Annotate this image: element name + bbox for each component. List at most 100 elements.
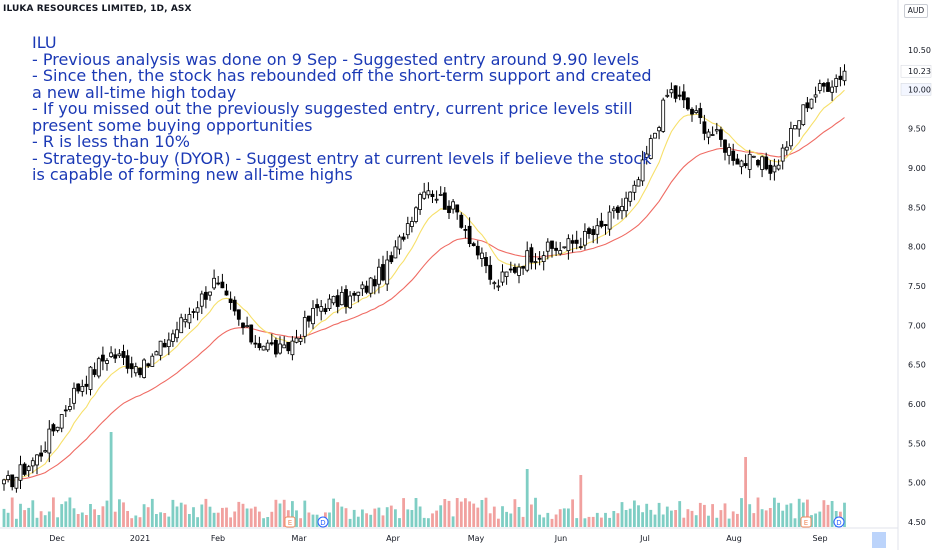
candle-body: [18, 464, 23, 481]
volume-bar: [472, 503, 476, 527]
volume-bar: [200, 504, 204, 527]
candle-body: [479, 252, 484, 259]
candle-body: [84, 383, 89, 387]
volume-bar: [410, 510, 414, 527]
candle-body: [430, 193, 435, 198]
candle-body: [677, 94, 682, 97]
candle-body: [809, 98, 814, 109]
volume-bar: [719, 510, 723, 527]
x-tick-label: Feb: [211, 534, 225, 543]
volume-bar: [389, 505, 393, 527]
volume-bar: [583, 518, 587, 527]
candle-body: [768, 164, 773, 174]
volume-bar: [422, 517, 426, 527]
y-tick-label: 4.50: [908, 518, 926, 527]
scroll-to-realtime-button[interactable]: [872, 532, 886, 548]
candle-body: [550, 240, 554, 249]
volume-bar: [278, 503, 282, 527]
ema-long-line: [3, 117, 845, 481]
volume-bar: [105, 500, 109, 527]
x-tick-label: Mar: [291, 534, 307, 543]
volume-bar: [575, 518, 579, 527]
volume-bar: [476, 507, 480, 527]
volume-bar: [47, 511, 51, 527]
volume-bar: [665, 506, 669, 527]
price-line-tag: [900, 83, 932, 96]
volume-bar: [60, 504, 64, 527]
candle-body: [409, 221, 414, 227]
volume-bar: [179, 502, 183, 527]
candle-body: [393, 246, 398, 259]
volume-bar: [822, 500, 826, 527]
candle-body: [199, 293, 204, 307]
candle-body: [640, 159, 645, 182]
candle-body: [784, 146, 789, 151]
volume-bar: [361, 509, 364, 527]
volume-bar: [233, 511, 237, 527]
volume-bar: [604, 512, 607, 527]
candle-body: [203, 291, 208, 300]
volume-bar: [451, 516, 455, 527]
volume-bar: [142, 504, 146, 527]
volume-bar: [612, 511, 616, 527]
volume-bar: [505, 511, 508, 527]
candle-body: [743, 163, 748, 166]
candle-body: [175, 329, 179, 339]
candle-body: [30, 460, 35, 467]
candle-body: [632, 184, 637, 193]
candle-body: [43, 450, 48, 453]
candle-body: [6, 475, 10, 481]
candle-body: [447, 205, 451, 213]
volume-bar: [789, 503, 793, 527]
volume-bar: [633, 500, 636, 527]
volume-bar: [777, 502, 780, 527]
candle-body: [282, 344, 287, 349]
volume-bar: [208, 506, 212, 527]
candle-body: [731, 150, 736, 161]
volume-bar: [641, 512, 644, 527]
candle-body: [220, 281, 225, 289]
volume-bar: [204, 498, 208, 527]
candle-body: [311, 307, 315, 325]
candle-body: [418, 194, 423, 210]
volume-bar: [56, 517, 59, 527]
volume-bar: [253, 506, 257, 527]
candle-body: [257, 343, 262, 349]
volume-bar: [266, 517, 270, 527]
y-tick-label: 6.00: [908, 400, 926, 409]
volume-bar: [818, 511, 822, 527]
candle-body: [63, 409, 68, 412]
volume-bar: [670, 510, 673, 527]
volume-bar: [93, 509, 96, 527]
note-line: ILU: [32, 33, 57, 52]
volume-bar: [258, 511, 261, 527]
currency-badge[interactable]: AUD: [904, 4, 928, 18]
volume-bar: [192, 507, 195, 527]
volume-bar: [686, 509, 690, 527]
candle-body: [306, 315, 311, 322]
dividend-marker: [833, 516, 845, 528]
candle-body: [529, 247, 534, 263]
volume-bar: [72, 508, 76, 527]
earnings-marker: [284, 516, 296, 528]
volume-bar: [455, 498, 459, 527]
volume-bar: [756, 497, 760, 527]
volume-bar: [435, 510, 438, 527]
candle-body: [574, 239, 579, 244]
volume-bar: [600, 517, 603, 527]
volume-bar: [558, 509, 562, 527]
candle-body: [751, 155, 756, 158]
volume-bar: [439, 505, 443, 527]
volume-bar: [229, 517, 232, 527]
candle-body: [838, 75, 843, 80]
candle-body: [620, 205, 624, 212]
candle-body: [438, 193, 443, 196]
volume-bar: [373, 508, 377, 527]
volume-bar: [332, 498, 335, 527]
candle-body: [673, 85, 678, 99]
candle-body: [813, 94, 818, 98]
volume-bar: [550, 518, 554, 527]
candle-body: [352, 292, 357, 296]
candle-body: [710, 134, 715, 136]
